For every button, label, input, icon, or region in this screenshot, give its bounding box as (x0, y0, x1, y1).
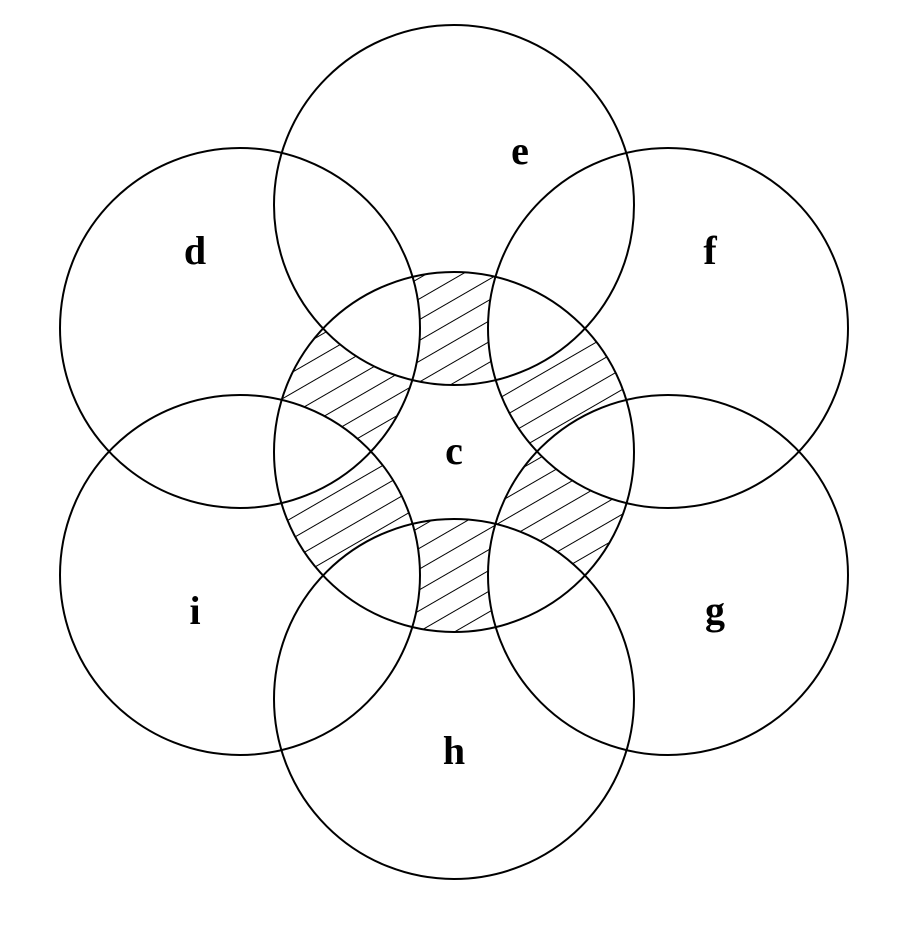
label-d: d (184, 228, 206, 273)
label-c: c (445, 428, 463, 473)
label-e: e (511, 128, 529, 173)
label-i: i (189, 588, 200, 633)
label-g: g (705, 588, 725, 633)
venn-svg: c e d i h g f (0, 0, 916, 923)
venn-diagram-container: c e d i h g f (0, 0, 916, 928)
label-h: h (443, 728, 465, 773)
label-f: f (703, 228, 717, 273)
